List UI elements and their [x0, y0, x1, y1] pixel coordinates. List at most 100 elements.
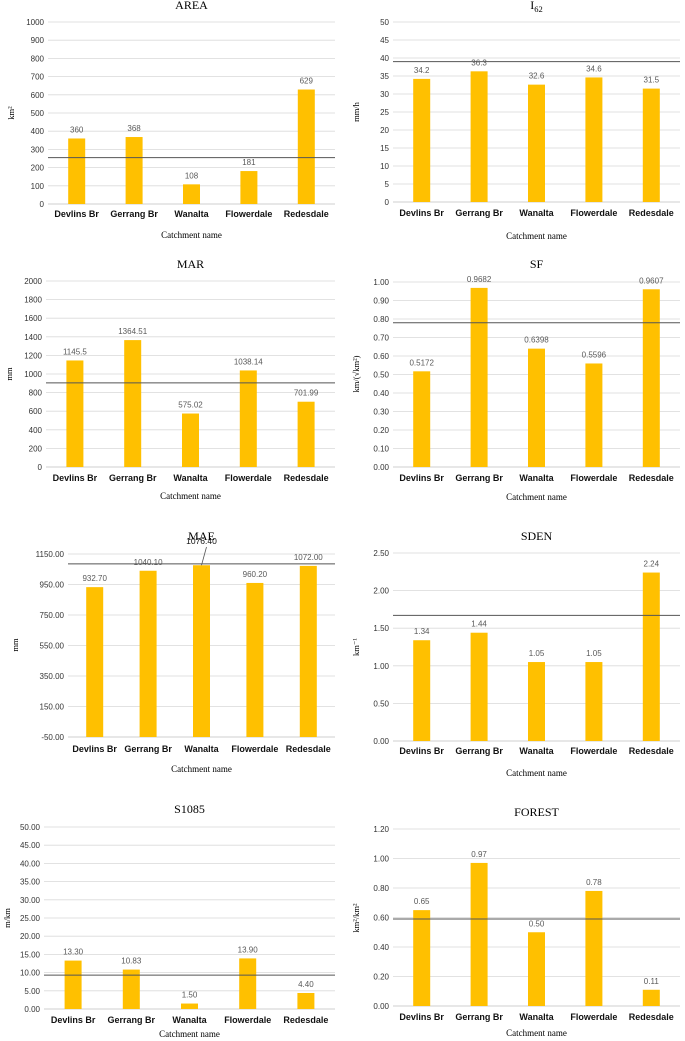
x-tick-label: Gerrang Br — [455, 1012, 503, 1022]
data-label: 32.6 — [529, 72, 545, 81]
bar-redesdale — [299, 565, 317, 737]
chart-panel-mar: MAR 0 200 400 600 800 1000 1200 1400 1600 1800 2000… — [4, 257, 335, 501]
bar-gerrang-br — [122, 969, 140, 1009]
y-tick-label: 40.00 — [20, 859, 41, 868]
y-tick-label: 0.50 — [373, 699, 389, 708]
x-tick-label: Devlins Br — [399, 473, 444, 483]
bar-devlins-br — [64, 960, 82, 1009]
chart-title: SDEN — [521, 529, 553, 543]
y-tick-label: 700 — [31, 73, 45, 82]
y-tick-label: 0.00 — [373, 463, 389, 472]
data-label: 31.5 — [644, 76, 660, 85]
x-tick-label: Flowerdale — [224, 1015, 271, 1025]
bar-gerrang-br — [139, 570, 157, 737]
x-tick-label: Wanalta — [174, 209, 209, 219]
y-tick-label: 0.50 — [373, 371, 389, 380]
y-tick-label: 2.00 — [373, 587, 389, 596]
chart-panel-i62: I62 0 5 10 15 20 25 30 35 40 45 50 34.2 Devlins Br 36.… — [351, 0, 680, 241]
y-tick-label: 0.10 — [373, 445, 389, 454]
y-tick-label: 600 — [31, 91, 45, 100]
chart-panel-sf: SF 0.00 0.10 0.20 0.30 0.40 0.50 0.60 0.70 0.80 0.… — [351, 257, 680, 502]
x-tick-label: Flowerdale — [225, 209, 272, 219]
y-tick-label: 750.00 — [40, 611, 65, 620]
chart-panel-forest: FOREST 0.00 0.20 0.40 0.60 0.80 1.00 1.20 0.65 De… — [351, 805, 680, 1038]
x-tick-label: Redesdale — [284, 209, 329, 219]
data-label: 1.05 — [529, 649, 545, 658]
data-label: 2.24 — [644, 560, 660, 569]
y-tick-label: 500 — [31, 109, 45, 118]
x-tick-label: Redesdale — [286, 744, 331, 754]
y-tick-label: 0.30 — [373, 408, 389, 417]
bar-redesdale — [297, 992, 315, 1009]
bar-wanalta — [193, 565, 210, 737]
data-label: 0.5172 — [409, 358, 434, 367]
data-label: 0.65 — [414, 897, 430, 906]
y-axis-label: km/(√km²) — [351, 355, 361, 392]
x-tick-label: Flowerdale — [570, 1012, 617, 1022]
bar-flowerdale — [585, 890, 603, 1006]
y-axis-label: mm/h — [351, 101, 361, 122]
chart-title: MAR — [177, 257, 204, 271]
chart-title: S1085 — [174, 802, 205, 816]
x-tick-label: Redesdale — [629, 1012, 674, 1022]
bar-flowerdale — [585, 363, 603, 467]
y-tick-label: 0 — [40, 200, 45, 209]
y-tick-label: 20 — [380, 126, 389, 135]
bar-redesdale — [642, 572, 660, 741]
data-label: 36.3 — [471, 58, 487, 67]
y-tick-label: 35 — [380, 72, 389, 81]
y-tick-label: 45 — [380, 36, 389, 45]
data-label: 1.50 — [182, 991, 198, 1000]
bar-gerrang-br — [470, 287, 488, 467]
bar-devlins-br — [86, 587, 104, 737]
bar-redesdale — [297, 401, 315, 467]
data-label: 1076.40 — [186, 536, 217, 546]
x-tick-label: Wanalta — [519, 208, 554, 218]
y-tick-label: 350.00 — [40, 672, 65, 681]
y-tick-label: 0.20 — [373, 426, 389, 435]
y-tick-label: 45.00 — [20, 841, 41, 850]
y-tick-label: 400 — [29, 426, 43, 435]
y-tick-label: 0 — [385, 198, 390, 207]
y-tick-label: 15 — [380, 144, 389, 153]
bar-devlins-br — [413, 78, 431, 202]
data-label: 368 — [127, 124, 141, 133]
bar-flowerdale — [239, 370, 257, 467]
y-tick-label: -50.00 — [41, 733, 64, 742]
y-tick-label: 200 — [29, 444, 43, 453]
bar-flowerdale — [246, 582, 264, 737]
data-label: 34.6 — [586, 64, 602, 73]
data-label: 360 — [70, 125, 84, 134]
bar-gerrang-br — [470, 862, 488, 1006]
data-label: 108 — [185, 171, 199, 180]
y-tick-label: 150.00 — [40, 703, 65, 712]
bar-gerrang-br — [470, 71, 488, 202]
data-label: 0.11 — [644, 977, 660, 986]
y-tick-label: 1.50 — [373, 624, 389, 633]
x-tick-label: Flowerdale — [570, 746, 617, 756]
bar-wanalta — [528, 662, 545, 741]
bar-devlins-br — [413, 371, 431, 467]
data-label: 1038.14 — [234, 357, 263, 366]
chart-title: SF — [530, 257, 544, 271]
x-tick-label: Devlins Br — [399, 1012, 444, 1022]
bar-gerrang-br — [125, 137, 143, 204]
y-tick-label: 20.00 — [20, 932, 41, 941]
x-tick-label: Devlins Br — [54, 209, 99, 219]
y-tick-label: 0.60 — [373, 352, 389, 361]
data-label: 1.34 — [414, 627, 430, 636]
chart-title: AREA — [175, 0, 208, 12]
x-axis-label: Catchment name — [161, 230, 222, 240]
data-label: 1040.10 — [134, 558, 163, 567]
bar-devlins-br — [66, 360, 84, 467]
x-tick-label: Redesdale — [629, 473, 674, 483]
y-tick-label: 0.00 — [24, 1005, 40, 1014]
y-tick-label: 0.80 — [373, 884, 389, 893]
y-tick-label: 50.00 — [20, 823, 41, 832]
y-tick-label: 1400 — [24, 333, 42, 342]
y-axis-label: m/km — [2, 908, 12, 928]
bar-wanalta — [183, 184, 200, 204]
bar-gerrang-br — [470, 632, 488, 741]
leader-line — [201, 546, 207, 566]
